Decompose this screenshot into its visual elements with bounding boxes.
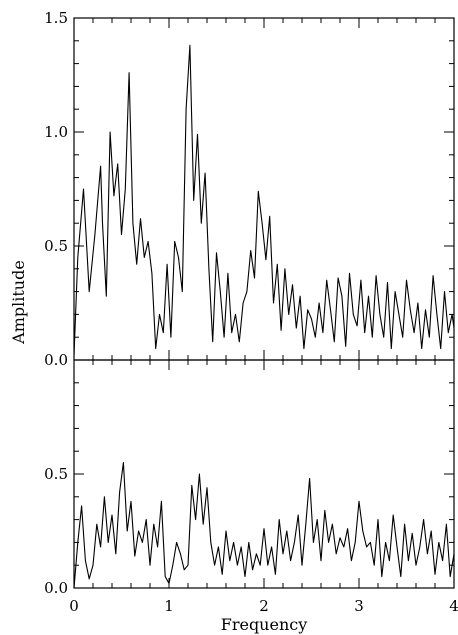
bottom-y-tick-labels: 0.0 0.5 (44, 465, 68, 597)
top-panel-ticks (73, 17, 455, 361)
x-tick-label: 1 (164, 597, 174, 615)
top-y-tick-label: 0.5 (44, 237, 68, 255)
top-y-tick-label: 1.5 (44, 9, 68, 27)
top-panel-frame (73, 17, 455, 361)
x-tick-label: 0 (69, 597, 79, 615)
bottom-panel-frame (73, 359, 455, 589)
top-series-line (73, 44, 455, 356)
y-axis-title: Amplitude (9, 260, 28, 345)
bottom-series-line (73, 462, 455, 589)
top-y-tick-label: 0.0 (44, 351, 68, 369)
bottom-panel-ticks (73, 359, 455, 589)
bottom-y-tick-label: 0.5 (44, 465, 68, 483)
x-tick-labels: 0 1 2 3 4 (69, 597, 458, 615)
x-tick-label: 4 (449, 597, 458, 615)
top-y-tick-label: 1.0 (44, 123, 68, 141)
bottom-y-tick-label: 0.0 (44, 579, 68, 597)
x-tick-label: 2 (259, 597, 269, 615)
x-axis-title: Frequency (221, 615, 308, 634)
x-tick-label: 3 (354, 597, 364, 615)
top-y-tick-labels: 0.0 0.5 1.0 1.5 (44, 9, 68, 369)
